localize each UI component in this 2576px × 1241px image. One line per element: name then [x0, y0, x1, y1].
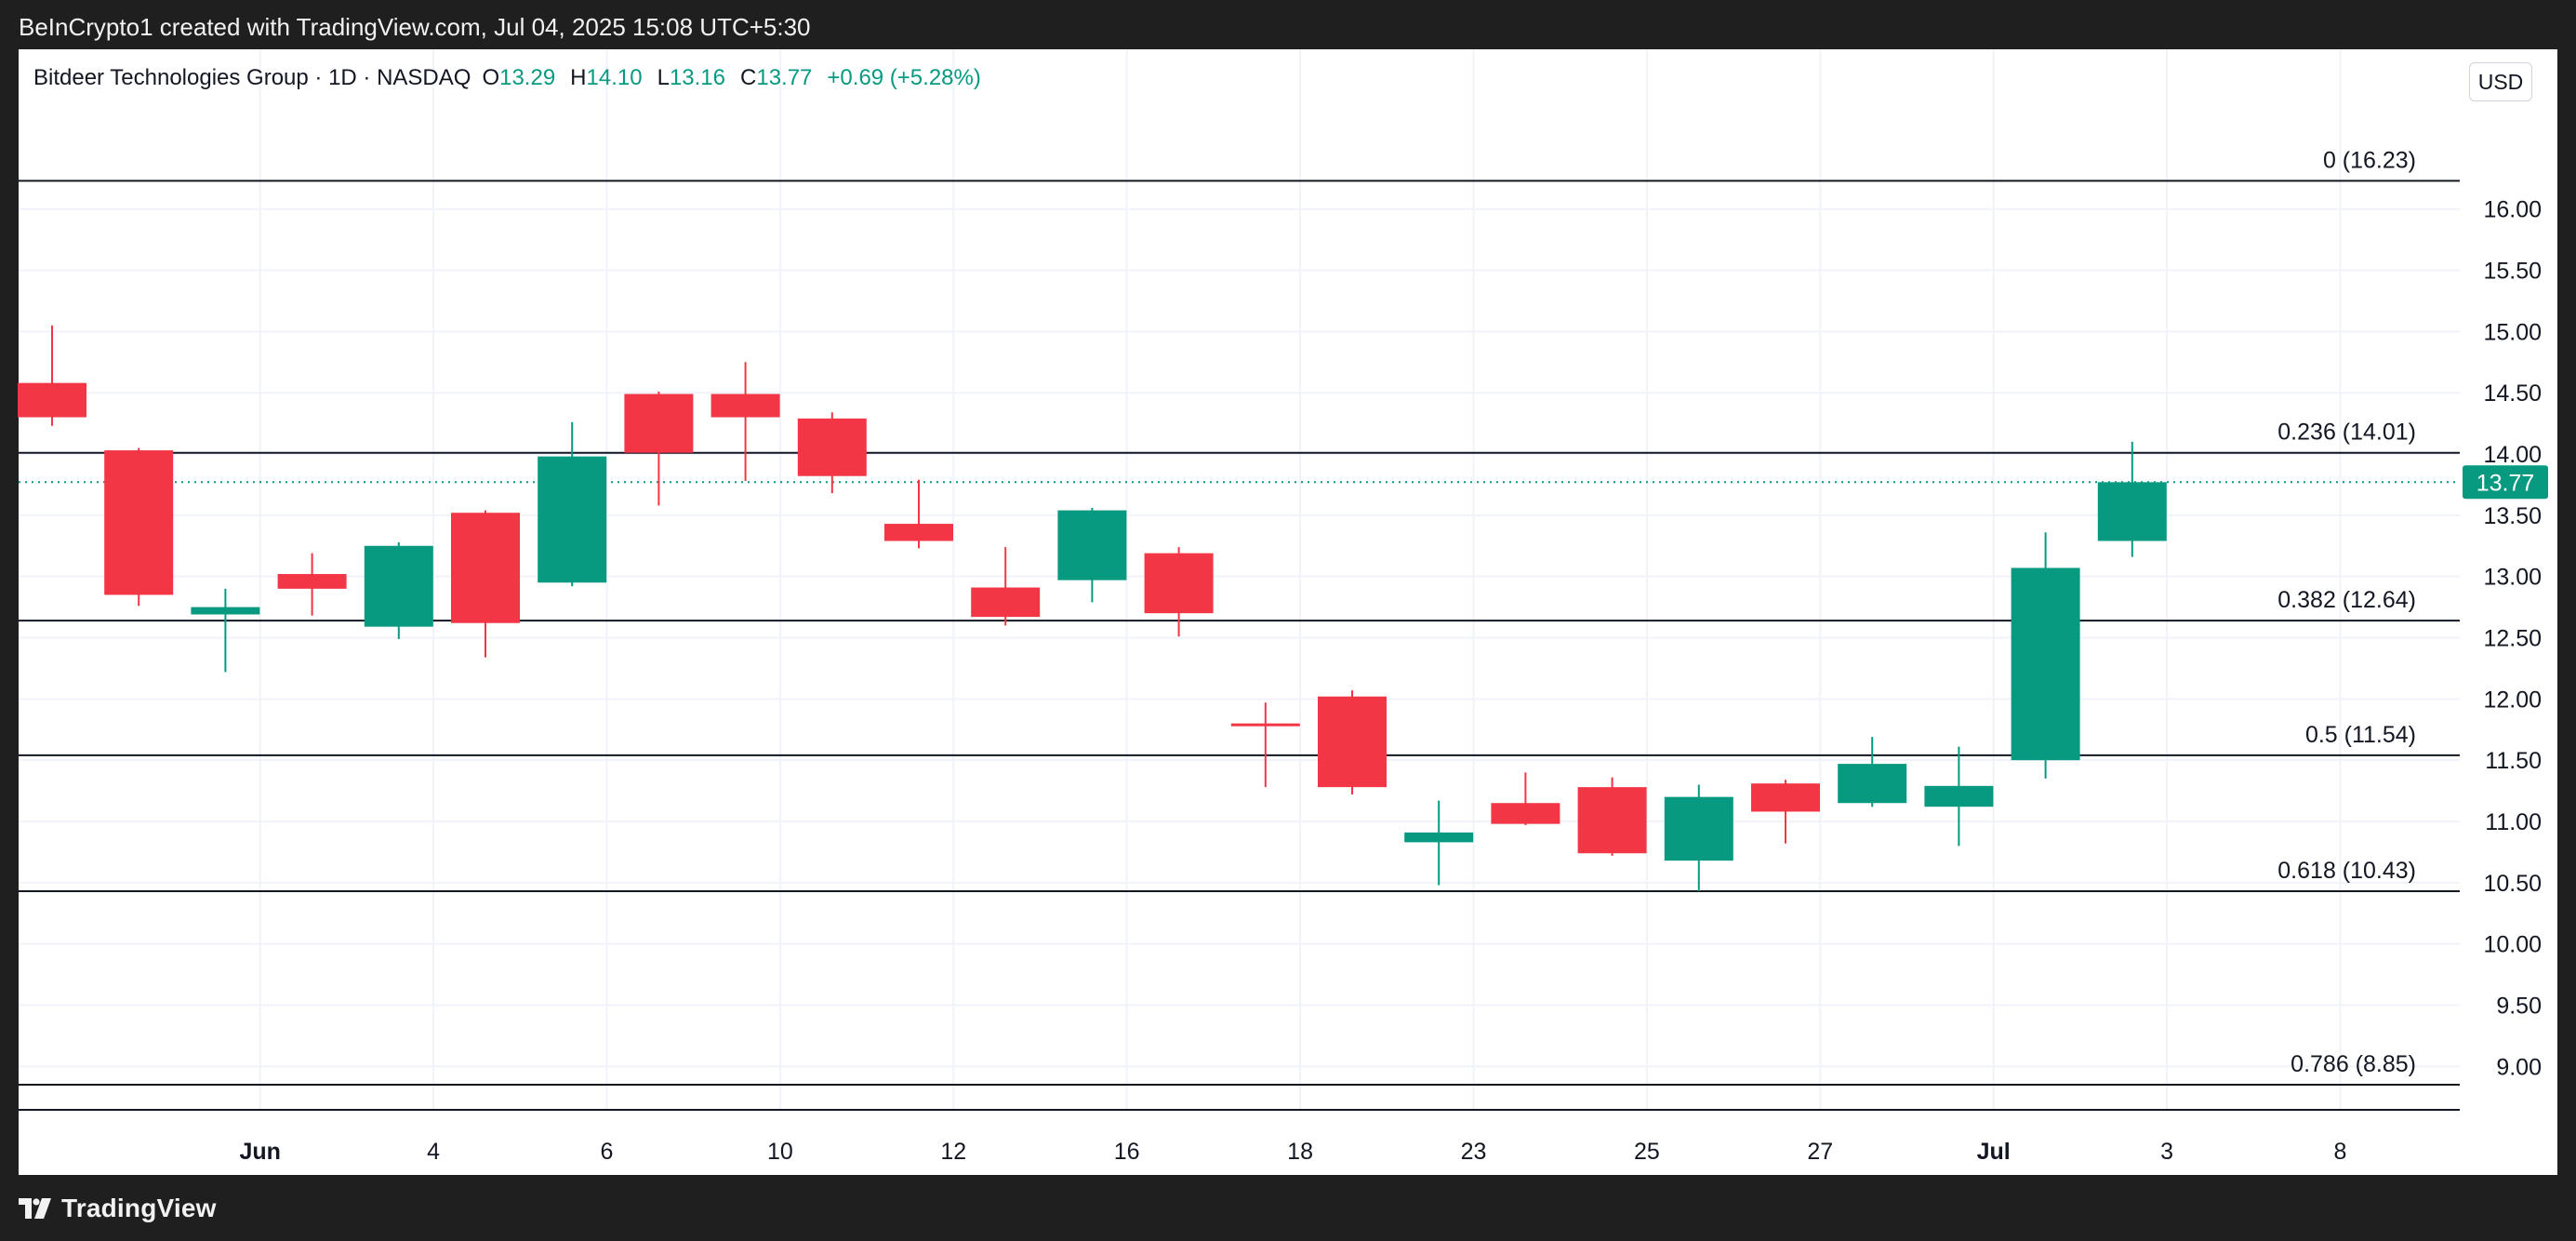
close-value: 13.77	[756, 65, 813, 90]
x-tick-label: 8	[2334, 1139, 2347, 1165]
candle-body	[364, 545, 433, 627]
price-axis: 16.00 15.50 15.00 14.50 14.00 13.50 13.00 12.50…	[2463, 197, 2548, 1080]
candle-body	[2011, 567, 2080, 761]
y-tick-label: 10.50	[2483, 871, 2542, 897]
candle-body	[451, 513, 520, 623]
chart-panel[interactable]	[19, 49, 2557, 1175]
y-tick-label: 9.00	[2496, 1054, 2542, 1080]
candle-body	[1318, 696, 1387, 788]
candle-body	[1838, 764, 1907, 804]
tradingview-brand: TradingView	[61, 1194, 217, 1222]
high-value: 14.10	[586, 65, 643, 90]
candle-body	[1057, 510, 1127, 580]
fib-level-label: 0 (16.23)	[2323, 147, 2416, 173]
low-value: 13.16	[669, 65, 725, 90]
x-tick-label: 27	[1807, 1139, 1833, 1165]
candle-body	[1230, 723, 1300, 727]
candle-body	[1577, 787, 1647, 854]
candle-body	[104, 450, 174, 595]
x-tick-label: Jun	[239, 1139, 280, 1165]
y-tick-label: 9.50	[2496, 993, 2542, 1019]
open-value: 13.29	[499, 65, 556, 90]
x-tick-label: 18	[1287, 1139, 1313, 1165]
bottom-bar: TradingView	[0, 1175, 2576, 1241]
candle-body	[1664, 796, 1733, 861]
candle-body	[971, 587, 1041, 618]
y-tick-label: 11.00	[2485, 809, 2542, 835]
fib-level-label: 0.382 (12.64)	[2277, 587, 2416, 613]
open-label: O	[482, 65, 500, 90]
change-value: +0.69 (+5.28%)	[827, 65, 981, 90]
fib-level-label: 0.618 (10.43)	[2277, 858, 2416, 884]
top-bar: BeInCrypto1 created with TradingView.com…	[0, 0, 2576, 49]
x-tick-label: 23	[1461, 1139, 1487, 1165]
candle-body	[1924, 785, 1994, 807]
time-axis: Jun 4 6 10 12 16 18 23 25 27 Jul 3 8	[239, 1139, 2346, 1165]
last-price-label: 13.77	[2476, 470, 2535, 496]
credit-text: BeInCrypto1 created with TradingView.com…	[19, 13, 811, 41]
close-label: C	[740, 65, 757, 90]
y-tick-label: 15.50	[2483, 259, 2542, 285]
y-tick-label: 12.00	[2483, 687, 2542, 713]
x-tick-label: 3	[2160, 1139, 2173, 1165]
y-tick-label: 15.00	[2483, 319, 2542, 345]
grid-lines	[19, 49, 2460, 1111]
x-tick-label: Jul	[1977, 1139, 2011, 1165]
y-tick-label: 12.50	[2483, 626, 2542, 652]
x-tick-label: 4	[427, 1139, 440, 1165]
candle-body	[1404, 832, 1474, 843]
candle-body	[624, 394, 694, 453]
y-tick-label: 13.00	[2483, 565, 2542, 591]
candles	[18, 325, 2167, 892]
last-price-tag	[2463, 465, 2548, 500]
tradingview-logo[interactable]: TradingView	[19, 1194, 217, 1223]
y-tick-label: 13.50	[2483, 503, 2542, 529]
candle-body	[884, 524, 953, 541]
y-tick-label: 10.00	[2483, 932, 2542, 958]
fib-level-label: 0.786 (8.85)	[2291, 1051, 2416, 1077]
x-tick-label: 25	[1634, 1139, 1660, 1165]
candle-body	[538, 456, 607, 583]
y-tick-label: 16.00	[2483, 197, 2542, 223]
y-tick-label: 11.50	[2485, 748, 2542, 774]
candle-body	[277, 574, 347, 589]
low-label: L	[657, 65, 670, 90]
symbol-name: Bitdeer Technologies Group · 1D · NASDAQ	[33, 65, 471, 90]
candle-body	[797, 418, 867, 476]
candle-body	[2097, 482, 2167, 541]
fib-level-label: 0.236 (14.01)	[2277, 420, 2416, 446]
tradingview-logo-icon	[19, 1198, 51, 1219]
symbol-legend: Bitdeer Technologies Group · 1D · NASDAQ…	[33, 65, 981, 91]
x-tick-label: 12	[940, 1139, 966, 1165]
candle-body	[1144, 553, 1214, 614]
candle-body	[1751, 783, 1820, 812]
candle-body	[18, 382, 86, 418]
x-tick-label: 10	[767, 1139, 793, 1165]
candle-body	[191, 607, 260, 615]
fib-level-label: 0.5 (11.54)	[2305, 722, 2416, 748]
y-tick-label: 14.50	[2483, 380, 2542, 407]
x-tick-label: 16	[1114, 1139, 1140, 1165]
candle-body	[710, 394, 780, 418]
candle-body	[1491, 803, 1560, 824]
x-tick-label: 6	[601, 1139, 614, 1165]
high-label: H	[570, 65, 587, 90]
y-tick-label: 14.00	[2483, 442, 2542, 468]
currency-button[interactable]: USD	[2469, 62, 2532, 101]
